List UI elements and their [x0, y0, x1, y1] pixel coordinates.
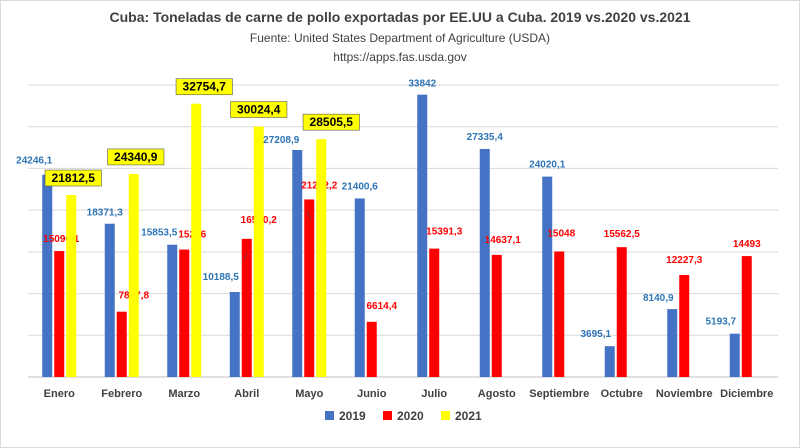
data-label: 15562,5	[604, 229, 641, 240]
chart-source-url: https://apps.fas.usda.gov	[333, 50, 467, 64]
bar-2019-septiembre	[542, 176, 553, 377]
leader-line	[306, 210, 312, 221]
x-tick-label: Octubre	[601, 388, 643, 400]
data-label: 33842	[408, 79, 436, 90]
data-label: 10188,5	[203, 272, 240, 283]
x-tick-label: Diciembre	[720, 388, 773, 400]
bar-2021-mayo	[316, 139, 327, 377]
x-tick-label: Enero	[44, 388, 75, 400]
bar-2020-marzo	[179, 249, 190, 377]
x-tick-label: Noviembre	[656, 388, 713, 400]
bar-2019-mayo	[292, 150, 303, 377]
x-tick-label: Mayo	[295, 388, 323, 400]
chart-title: Cuba: Toneladas de carne de pollo export…	[109, 9, 691, 25]
bar-2020-enero	[54, 251, 65, 377]
data-label: 24020,1	[529, 160, 566, 171]
bar-2021-febrero	[128, 173, 139, 377]
x-tick-label: Septiembre	[529, 388, 589, 400]
bar-2019-agosto	[479, 148, 490, 377]
bar-2020-febrero	[116, 311, 127, 377]
data-label: 18371,3	[87, 208, 124, 219]
data-label: 27208,9	[263, 135, 300, 146]
chart-subtitle: Fuente: United States Department of Agri…	[249, 31, 551, 45]
x-tick-label: Febrero	[101, 388, 142, 400]
data-label: 15391,3	[426, 227, 463, 238]
bar-2020-agosto	[491, 254, 502, 377]
bar-2019-junio	[354, 198, 365, 377]
data-label: 15048	[547, 228, 575, 239]
x-tick-label: Junio	[357, 388, 387, 400]
data-label: 14637,1	[485, 235, 522, 246]
bar-2019-febrero	[104, 223, 115, 377]
bar-2020-diciembre	[741, 256, 752, 377]
legend-swatch-2021	[441, 411, 450, 420]
data-label: 28505,5	[310, 115, 354, 129]
data-label: 21400,6	[342, 181, 379, 192]
data-label-box	[107, 148, 165, 166]
bar-2021-abril	[253, 126, 264, 378]
x-tick-label: Marzo	[168, 388, 200, 400]
data-label-box	[302, 113, 360, 131]
data-label: 3695,1	[580, 329, 611, 340]
bar-2019-enero	[42, 174, 53, 377]
leader-line	[243, 251, 248, 261]
data-label: 24340,9	[114, 150, 158, 164]
data-label-box	[44, 169, 102, 187]
bar-2020-octubre	[616, 247, 627, 377]
data-label: 24246,1	[16, 156, 53, 167]
legend-label-2020: 2020	[397, 409, 424, 423]
x-tick-label: Julio	[421, 388, 447, 400]
legend-swatch-2020	[383, 411, 392, 420]
x-tick-label: Agosto	[478, 388, 516, 400]
x-tick-label: Abril	[234, 388, 259, 400]
data-label: 15853,5	[141, 228, 178, 239]
bar-2019-octubre	[604, 346, 615, 377]
data-label: 6614,4	[366, 301, 397, 312]
bar-2020-septiembre	[554, 251, 565, 377]
bar-2021-enero	[66, 195, 77, 377]
bar-2019-abril	[229, 291, 240, 377]
bar-2020-noviembre	[679, 274, 690, 377]
bar-2020-junio	[366, 321, 377, 377]
data-label-box	[175, 78, 233, 96]
bar-2019-julio	[417, 94, 428, 378]
data-label: 27335,4	[467, 132, 504, 143]
bar-2019-marzo	[167, 244, 178, 377]
bar-2019-diciembre	[729, 333, 740, 377]
legend-swatch-2019	[325, 411, 334, 420]
bar-2020-abril	[241, 238, 252, 377]
data-label: 12227,3	[666, 255, 703, 266]
data-label: 14493	[733, 239, 761, 250]
bar-2020-julio	[429, 248, 440, 377]
data-label: 5193,7	[705, 317, 736, 328]
data-label: 30024,4	[237, 103, 281, 117]
legend-label-2021: 2021	[455, 409, 482, 423]
bar-2021-marzo	[191, 103, 202, 378]
legend-label-2019: 2019	[339, 409, 366, 423]
data-label-box	[230, 101, 288, 118]
data-label: 21812,5	[52, 171, 96, 185]
data-label: 32754,7	[183, 80, 227, 94]
bar-2019-noviembre	[667, 309, 678, 377]
data-label: 15096,1	[43, 234, 80, 245]
bar-2020-mayo	[304, 199, 315, 377]
data-label: 8140,9	[643, 293, 674, 304]
